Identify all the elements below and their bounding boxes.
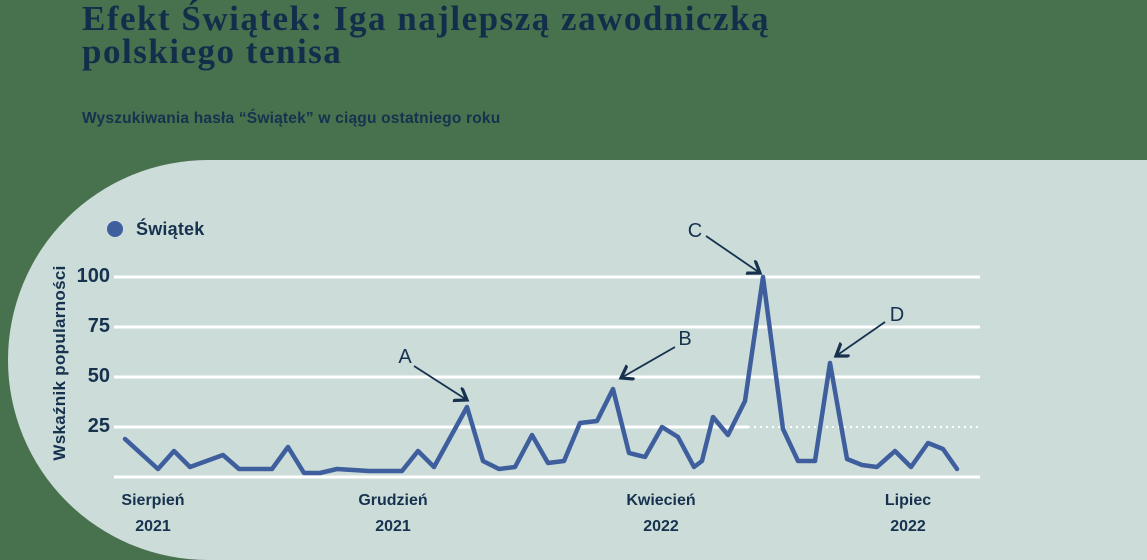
x-tick-label: Kwiecień 2022 xyxy=(591,488,731,540)
legend: Świątek xyxy=(107,218,205,239)
x-tick-label: Sierpień 2021 xyxy=(83,488,223,540)
x-tick-label: Lipiec 2022 xyxy=(838,488,978,540)
x-tick-month: Lipiec xyxy=(884,492,932,509)
legend-dot-icon xyxy=(107,221,123,237)
y-tick-label: 25 xyxy=(87,415,110,437)
y-tick-label: 50 xyxy=(87,365,110,387)
annotation-label-C: C xyxy=(687,220,703,242)
y-axis-title: Wskaźnik popularności xyxy=(50,265,69,461)
x-tick-label: Grudzień 2021 xyxy=(323,488,463,540)
x-tick-year: 2022 xyxy=(643,518,679,535)
page-title-line2: polskiego tenisa xyxy=(82,32,343,71)
x-tick-year: 2021 xyxy=(375,518,411,535)
x-tick-month: Sierpień xyxy=(121,492,185,509)
annotation-label-D: D xyxy=(889,304,905,326)
x-tick-month: Grudzień xyxy=(358,492,428,509)
legend-label: Świątek xyxy=(136,218,205,239)
x-tick-year: 2021 xyxy=(135,518,171,535)
page-title: Efekt Świątek: Iga najlepszą zawodniczką… xyxy=(82,0,982,71)
x-tick-month: Kwiecień xyxy=(626,492,696,509)
y-tick-label: 75 xyxy=(87,315,110,337)
y-tick-label: 100 xyxy=(76,265,110,287)
page-title-line1: Efekt Świątek: Iga najlepszą zawodniczką xyxy=(82,0,771,38)
annotation-label-B: B xyxy=(678,328,692,350)
page-subtitle: Wyszukiwania hasła “Świątek” w ciągu ost… xyxy=(82,110,501,127)
annotation-label-A: A xyxy=(398,346,412,368)
x-tick-year: 2022 xyxy=(890,518,926,535)
